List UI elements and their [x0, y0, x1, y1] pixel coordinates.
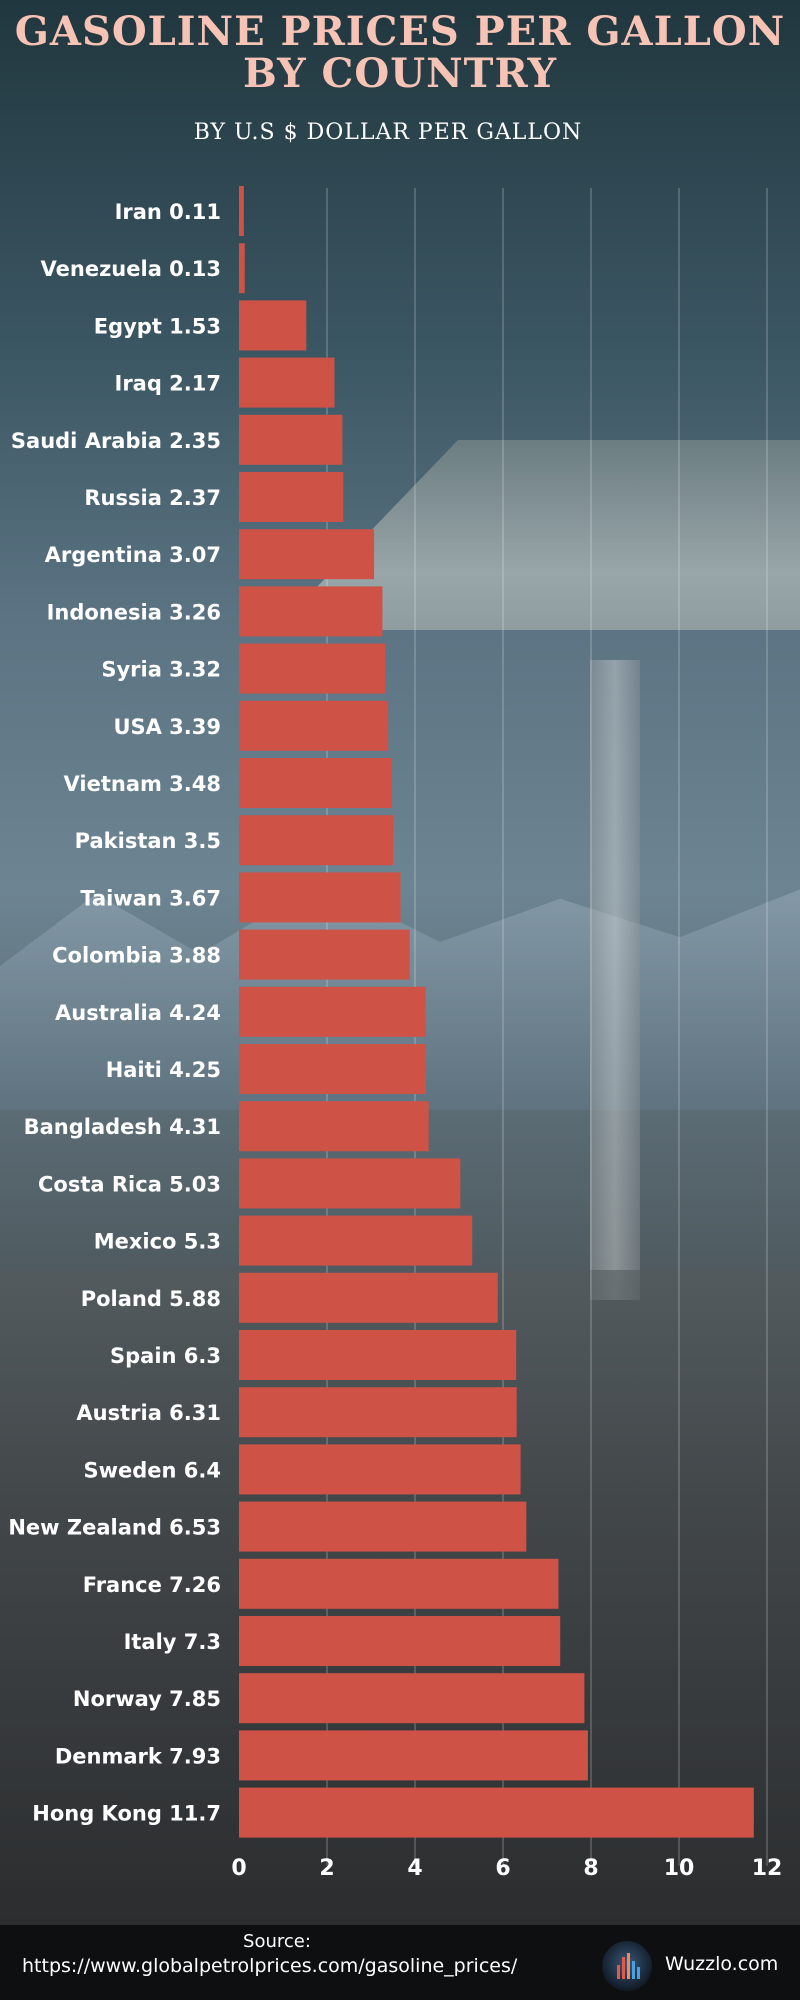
- category-label: USA 3.39: [113, 715, 221, 739]
- category-label: Costa Rica 5.03: [38, 1172, 221, 1196]
- bar-chart: GASOLINE PRICES PER GALLON BY COUNTRY BY …: [8, 8, 786, 1881]
- category-label: Austria 6.31: [76, 1401, 221, 1425]
- category-label: Syria 3.32: [101, 658, 221, 682]
- bar: [239, 1330, 517, 1380]
- category-label: Poland 5.88: [81, 1287, 221, 1311]
- x-tick-label: 6: [495, 1856, 510, 1881]
- category-label: Saudi Arabia 2.35: [11, 429, 221, 453]
- chart-title: GASOLINE PRICES PER GALLON BY COUNTRY: [15, 8, 786, 97]
- bar: [239, 1673, 585, 1724]
- brand-name[interactable]: Wuzzlo.com: [665, 1953, 779, 1975]
- chart-title-line: GASOLINE PRICES PER GALLON: [15, 8, 786, 55]
- x-axis-ticks: 0 2 4 6 8 10 12: [231, 1856, 782, 1881]
- footer: [0, 1925, 800, 2000]
- x-tick-label: 4: [407, 1856, 422, 1881]
- bar-chart-logo-icon: [602, 1941, 652, 1991]
- bar: [239, 1215, 473, 1266]
- bar: [239, 700, 389, 751]
- bar: [239, 758, 393, 808]
- category-label: Pakistan 3.5: [75, 829, 221, 853]
- category-label: Denmark 7.93: [55, 1744, 221, 1768]
- category-label: Venezuela 0.13: [41, 257, 221, 281]
- bar: [239, 243, 245, 294]
- bar: [239, 300, 307, 351]
- category-label: Argentina 3.07: [45, 543, 221, 567]
- bar: [239, 1158, 461, 1209]
- bar: [239, 186, 244, 236]
- category-label: Colombia 3.88: [52, 944, 221, 968]
- bar: [239, 872, 401, 923]
- bar: [239, 1272, 498, 1323]
- x-tick-label: 8: [583, 1856, 598, 1881]
- category-label: Vietnam 3.48: [64, 772, 222, 796]
- category-label: New Zealand 6.53: [8, 1516, 221, 1540]
- category-label: Spain 6.3: [110, 1344, 221, 1368]
- category-label: Italy 7.3: [124, 1630, 221, 1654]
- category-label: Bangladesh 4.31: [24, 1115, 221, 1139]
- bar: [239, 586, 383, 637]
- category-labels: Iran 0.11 Venezuela 0.13 Egypt 1.53 Iraq 2.…: [8, 200, 221, 1826]
- chart-subtitle: BY U.S $ DOLLAR PER GALLON: [194, 120, 583, 145]
- bar: [239, 643, 386, 694]
- category-label: Taiwan 3.67: [80, 886, 221, 910]
- x-tick-label: 10: [664, 1856, 695, 1881]
- bar: [239, 815, 393, 866]
- chart-title-line: BY COUNTRY: [243, 50, 557, 97]
- bar: [239, 1387, 517, 1438]
- category-label: Sweden 6.4: [83, 1458, 221, 1482]
- category-label: Australia 4.24: [55, 1001, 221, 1025]
- bar: [239, 414, 343, 465]
- category-label: Iraq 2.17: [115, 372, 222, 396]
- x-tick-label: 12: [752, 1856, 783, 1881]
- source-label: Source:: [243, 1931, 311, 1952]
- category-label: Iran 0.11: [115, 200, 221, 224]
- bar: [239, 357, 335, 408]
- bar: [239, 472, 344, 522]
- bar: [239, 1044, 426, 1094]
- category-label: Hong Kong 11.7: [32, 1802, 221, 1826]
- bar: [239, 1787, 754, 1838]
- x-tick-label: 0: [231, 1856, 246, 1881]
- bar: [239, 1730, 588, 1781]
- category-label: Egypt 1.53: [94, 314, 221, 338]
- bar: [239, 1501, 527, 1552]
- category-label: Indonesia 3.26: [47, 600, 221, 624]
- bar: [239, 529, 375, 580]
- background-canopy-pillar: [590, 660, 640, 1300]
- x-tick-label: 2: [319, 1856, 334, 1881]
- bar: [239, 986, 426, 1037]
- bars: [239, 186, 754, 1838]
- bar: [239, 929, 410, 980]
- bar: [239, 1101, 429, 1152]
- bar: [239, 1444, 521, 1495]
- category-label: France 7.26: [83, 1573, 221, 1597]
- bar: [239, 1616, 561, 1666]
- category-label: Mexico 5.3: [94, 1230, 221, 1254]
- bar: [239, 1558, 559, 1609]
- category-label: Norway 7.85: [73, 1687, 221, 1711]
- source-link[interactable]: https://www.globalpetrolprices.com/gasol…: [22, 1955, 518, 1977]
- category-label: Haiti 4.25: [106, 1058, 221, 1082]
- category-label: Russia 2.37: [84, 486, 221, 510]
